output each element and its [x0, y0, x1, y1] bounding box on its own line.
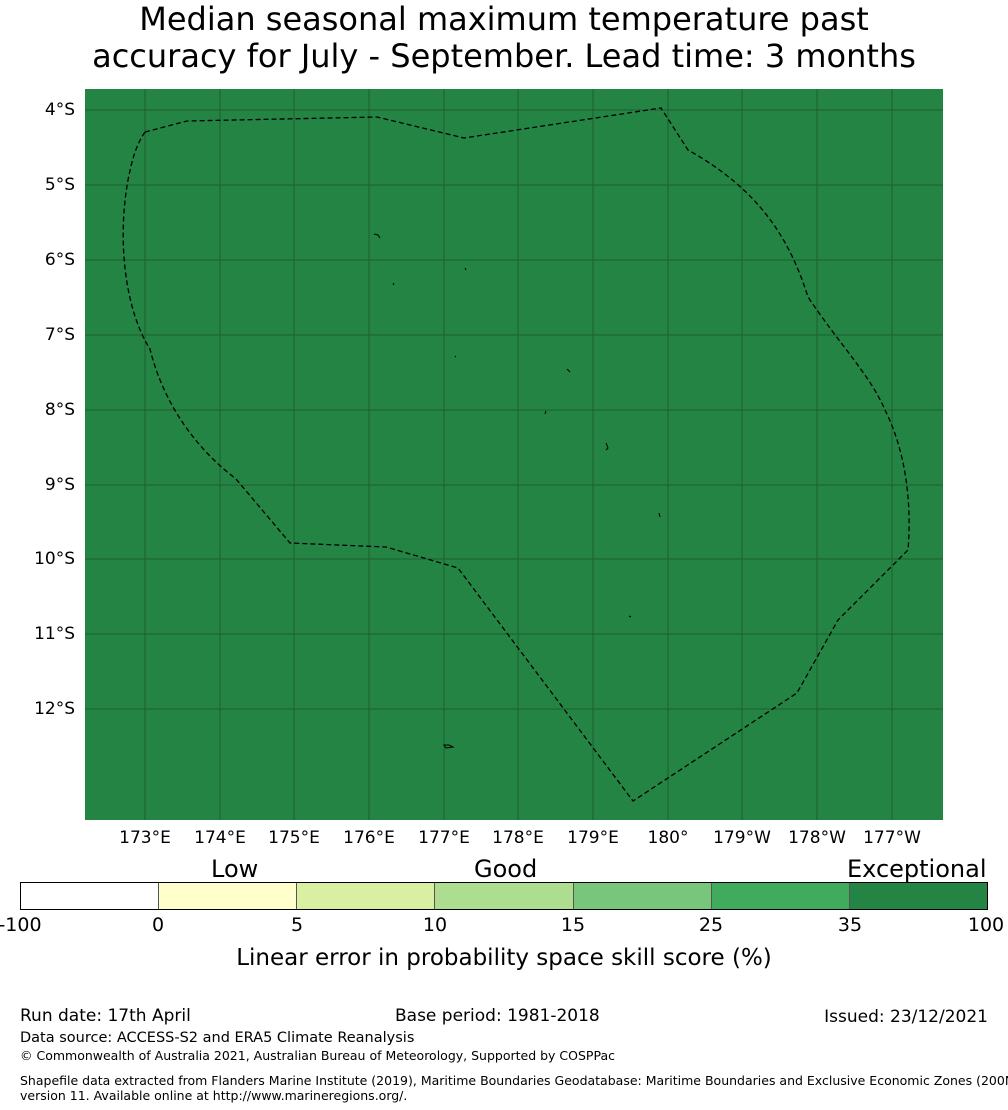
island-nukufetau	[544, 410, 547, 415]
skill-score-field	[85, 89, 943, 820]
lon-label-179w: 179°W	[713, 828, 771, 848]
island-funafuti	[605, 442, 609, 451]
lon-label-174e: 174°E	[194, 828, 246, 848]
shapefile-credit-line-2: version 11. Available online at http://w…	[20, 1088, 408, 1103]
lon-label-177w: 177°W	[863, 828, 921, 848]
island-nanumea	[373, 233, 381, 239]
lat-label-12s: 12°S	[34, 699, 75, 719]
legend-category-exceptional: Exceptional	[847, 855, 987, 883]
colorbar-segment-2	[159, 883, 298, 909]
lat-label-9s: 9°S	[44, 475, 75, 495]
map-title-line-2: accuracy for July - September. Lead time…	[92, 37, 916, 75]
colorbar-tick-2: 5	[290, 914, 304, 936]
colorbar	[20, 882, 988, 910]
eez-boundary	[122, 107, 910, 802]
colorbar-segment-7	[849, 883, 987, 909]
colorbar-segment-3	[297, 883, 436, 909]
copyright: © Commonwealth of Australia 2021, Austra…	[20, 1048, 615, 1063]
colorbar-tick-5: 25	[698, 914, 724, 936]
colorbar-tick-4: 15	[560, 914, 586, 936]
lon-label-177e: 177°E	[418, 828, 470, 848]
lat-label-11s: 11°S	[34, 624, 75, 644]
colorbar-title: Linear error in probability space skill …	[236, 945, 772, 971]
island-niutao	[464, 267, 467, 271]
island-nui	[454, 355, 457, 358]
colorbar-segment-6	[711, 883, 850, 909]
lat-label-4s: 4°S	[44, 100, 75, 120]
lon-label-179e: 179°E	[567, 828, 619, 848]
island-south-reef	[443, 744, 455, 749]
colorbar-tick-1: 0	[151, 914, 165, 936]
legend-category-low: Low	[211, 855, 259, 883]
colorbar-tick-3: 10	[422, 914, 448, 936]
islands	[373, 233, 661, 749]
colorbar-tick-6: 35	[837, 914, 863, 936]
island-niulakita	[628, 615, 632, 618]
island-nanumanga	[392, 282, 395, 286]
lat-label-8s: 8°S	[44, 400, 75, 420]
colorbar-segment-1	[21, 883, 160, 909]
lon-label-178e: 178°E	[492, 828, 544, 848]
lat-label-10s: 10°S	[34, 549, 75, 569]
lon-label-175e: 175°E	[268, 828, 320, 848]
lat-label-7s: 7°S	[44, 325, 75, 345]
issued-date: Issued: 23/12/2021	[824, 1007, 988, 1027]
lat-label-5s: 5°S	[44, 175, 75, 195]
map-title-line-1: Median seasonal maximum temperature past	[139, 0, 869, 38]
island-nukulaelae	[658, 512, 661, 518]
lon-label-180: 180°	[647, 828, 689, 848]
shapefile-credit-line-1: Shapefile data extracted from Flanders M…	[20, 1073, 1008, 1088]
lat-label-6s: 6°S	[44, 250, 75, 270]
base-period: Base period: 1981-2018	[395, 1006, 600, 1026]
colorbar-tick-7: 100	[967, 914, 1005, 936]
lon-label-178w: 178°W	[788, 828, 846, 848]
map-panel	[85, 89, 943, 820]
island-vaitupu	[566, 368, 571, 373]
run-date: Run date: 17th April	[20, 1006, 191, 1026]
lon-label-176e: 176°E	[343, 828, 395, 848]
colorbar-tick-0: -100	[0, 914, 42, 936]
graticule	[85, 89, 943, 820]
data-source: Data source: ACCESS-S2 and ERA5 Climate …	[20, 1030, 415, 1046]
lon-label-173e: 173°E	[119, 828, 171, 848]
colorbar-segment-4	[435, 883, 574, 909]
colorbar-segment-5	[573, 883, 712, 909]
legend-category-good: Good	[474, 855, 538, 883]
